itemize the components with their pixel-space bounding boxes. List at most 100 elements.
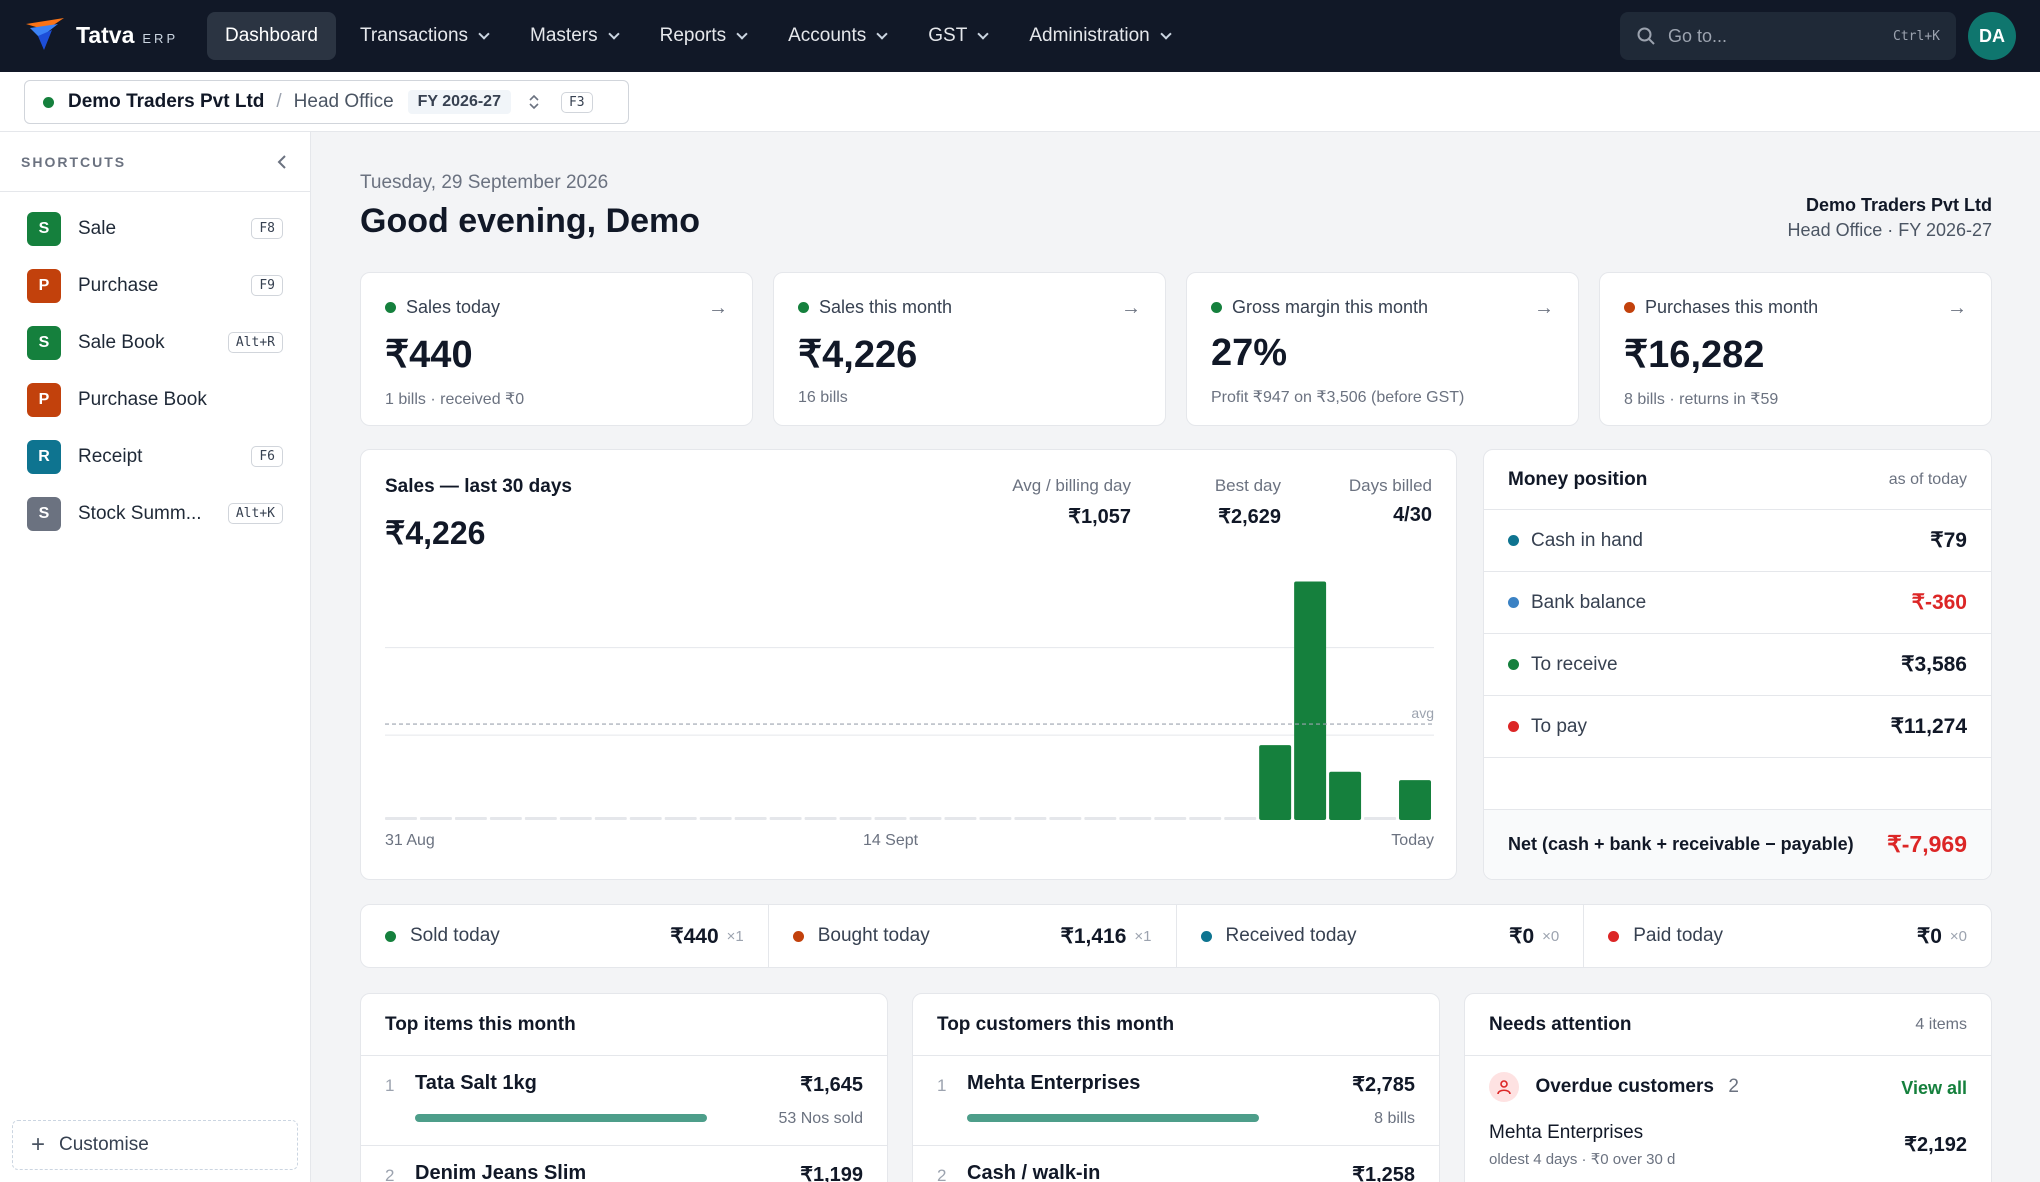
today-count: ×1 [1134,927,1152,945]
x-tick-label: Today [1391,832,1434,849]
kpi-label-row: Sales today [385,297,728,318]
status-dot [43,96,54,108]
share-bar [967,1114,1259,1122]
nav-administration[interactable]: Administration [1011,12,1187,60]
sidebar-item-receipt[interactable]: R Receipt F6 [0,428,310,485]
status-dot [1508,535,1519,546]
user-avatar[interactable]: DA [1968,12,2016,60]
collapse-chevron-icon[interactable] [275,154,289,170]
gross-margin-card[interactable]: Gross margin this month → 27% Profit ₹947 o… [1186,272,1579,426]
context-bar: Demo Traders Pvt Ltd / Head Office FY 20… [0,72,2040,132]
today-sold-today[interactable]: Sold today ₹440 ×1 [361,905,769,967]
arrow-right-icon[interactable]: → [1534,297,1554,319]
chevron-down-icon [607,27,620,40]
nav-masters[interactable]: Masters [512,12,636,60]
nav-label: GST [928,25,968,46]
share-bar [415,1114,707,1122]
sales-bar-empty [419,817,452,820]
kpi-subtext: 8 bills · returns in ₹59 [1624,391,1779,408]
row-name: Mehta Enterprises [967,1072,1141,1094]
arrow-right-icon[interactable]: → [1947,297,1967,319]
kpi-subtext: 16 bills [798,389,848,406]
nav-transactions[interactable]: Transactions [342,12,506,60]
money-label: Bank balance [1531,591,1647,613]
customise-button[interactable]: + Customise [12,1120,298,1170]
rank-number: 1 [385,1076,395,1095]
kpi-label-row: Gross margin this month [1211,297,1554,318]
overdue-customers-group: Overdue customers 2 View all Mehta Enter… [1465,1056,1991,1182]
arrow-right-icon[interactable]: → [708,297,728,319]
kpi-label: Sales today [406,297,501,317]
kpi-label-row: Sales this month [798,297,1141,318]
money-row-cash-in-hand: Cash in hand ₹79 [1484,510,1991,572]
nav-accounts[interactable]: Accounts [770,12,904,60]
rank-number: 2 [937,1166,947,1182]
chart-title: Sales — last 30 days [385,476,572,497]
arrow-right-icon[interactable]: → [1121,297,1141,319]
view-all-link[interactable]: View all [1901,1078,1967,1098]
fy-badge: FY 2026-27 [407,90,511,114]
brand-name: Tatva [76,21,135,48]
sales-bar [1259,745,1292,820]
sales-bar-empty [385,817,417,820]
shortcut-label: Sale Book [78,331,165,353]
context-shortcut: F3 [560,91,593,113]
stat-best-day: Best day ₹2,629 [1215,476,1281,529]
nav-dashboard[interactable]: Dashboard [207,12,336,60]
shortcut-badge: S [27,496,61,531]
sales-bar-empty [1364,817,1397,820]
net-value: ₹-7,969 [1887,831,1967,857]
shortcuts-sidebar: SHORTCUTS S Sale F8 P Purchase F9 S Sale Book Al… [0,132,311,1182]
sales-bar-empty [1049,817,1082,820]
shortcut-label: Sale [78,217,117,239]
today-bought-today[interactable]: Bought today ₹1,416 ×1 [769,905,1177,967]
nav-reports[interactable]: Reports [642,12,765,60]
goto-search-input[interactable]: Go to... Ctrl+K [1620,12,1956,60]
sales-today-card[interactable]: Sales today → ₹440 1 bills · received ₹0 [360,272,753,426]
sales-bar-empty [699,817,732,820]
attention-title: Needs attention [1489,1013,1632,1035]
sales-bar-empty [1084,817,1117,820]
top-item-row[interactable]: 1 Tata Salt 1kg ₹1,645 53 Nos sold [361,1056,887,1146]
top-customer-row[interactable]: 2 Cash / walk-in ₹1,258 [913,1146,1439,1182]
app-logo[interactable]: Tatva ERP [24,16,178,54]
sidebar-item-purchase-book[interactable]: P Purchase Book [0,371,310,428]
attention-count: 4 items [1915,1015,1967,1033]
sidebar-item-sale-book[interactable]: S Sale Book Alt+R [0,314,310,371]
company-name: Demo Traders Pvt Ltd [68,91,265,112]
kpi-value: ₹4,226 [798,334,918,376]
status-dot [1608,930,1620,942]
sales-bar-empty [1119,817,1152,820]
status-dot [385,302,396,313]
today-paid-today[interactable]: Paid today ₹0 ×0 [1584,905,1991,967]
kpi-subtext: Profit ₹947 on ₹3,506 (before GST) [1211,389,1465,406]
today-label: Bought today [817,925,930,946]
top-item-row[interactable]: 2 Denim Jeans Slim ₹1,199 [361,1146,887,1182]
overdue-customer-name[interactable]: Mehta Enterprises [1489,1122,1644,1143]
purchases-month-card[interactable]: Purchases this month → ₹16,282 8 bills · re… [1599,272,1992,426]
today-received-today[interactable]: Received today ₹0 ×0 [1177,905,1585,967]
sales-chart-card: avg 31 Aug 14 Sept Today Sales — last 30 da… [360,449,1457,880]
sidebar-item-purchase[interactable]: P Purchase F9 [0,257,310,314]
sales-month-card[interactable]: Sales this month → ₹4,226 16 bills [773,272,1166,426]
rank-number: 2 [385,1166,395,1182]
top-customer-row[interactable]: 1 Mehta Enterprises ₹2,785 8 bills [913,1056,1439,1146]
money-label: To receive [1531,653,1618,675]
sales-chart: avg 31 Aug 14 Sept Today [385,581,1434,849]
sidebar-item-sale[interactable]: S Sale F8 [0,200,310,257]
company-switcher[interactable]: Demo Traders Pvt Ltd / Head Office FY 20… [24,80,629,124]
sales-bar-empty [559,817,592,820]
row-name: Denim Jeans Slim [415,1162,587,1182]
status-dot [798,302,809,313]
nav-gst[interactable]: GST [910,12,1005,60]
sidebar-item-stock-summ[interactable]: S Stock Summ... Alt+K [0,485,310,542]
shortcut-badge: R [27,439,61,474]
stat-value: 4/30 [1393,504,1432,526]
nav-label: Masters [530,25,598,46]
today-count: ×1 [726,927,744,945]
sales-bar-empty [524,817,557,820]
row-amount: ₹1,645 [800,1074,863,1096]
row-meta: 8 bills [1374,1110,1415,1127]
sales-bar-empty [734,817,767,820]
sales-bar-empty [629,817,662,820]
